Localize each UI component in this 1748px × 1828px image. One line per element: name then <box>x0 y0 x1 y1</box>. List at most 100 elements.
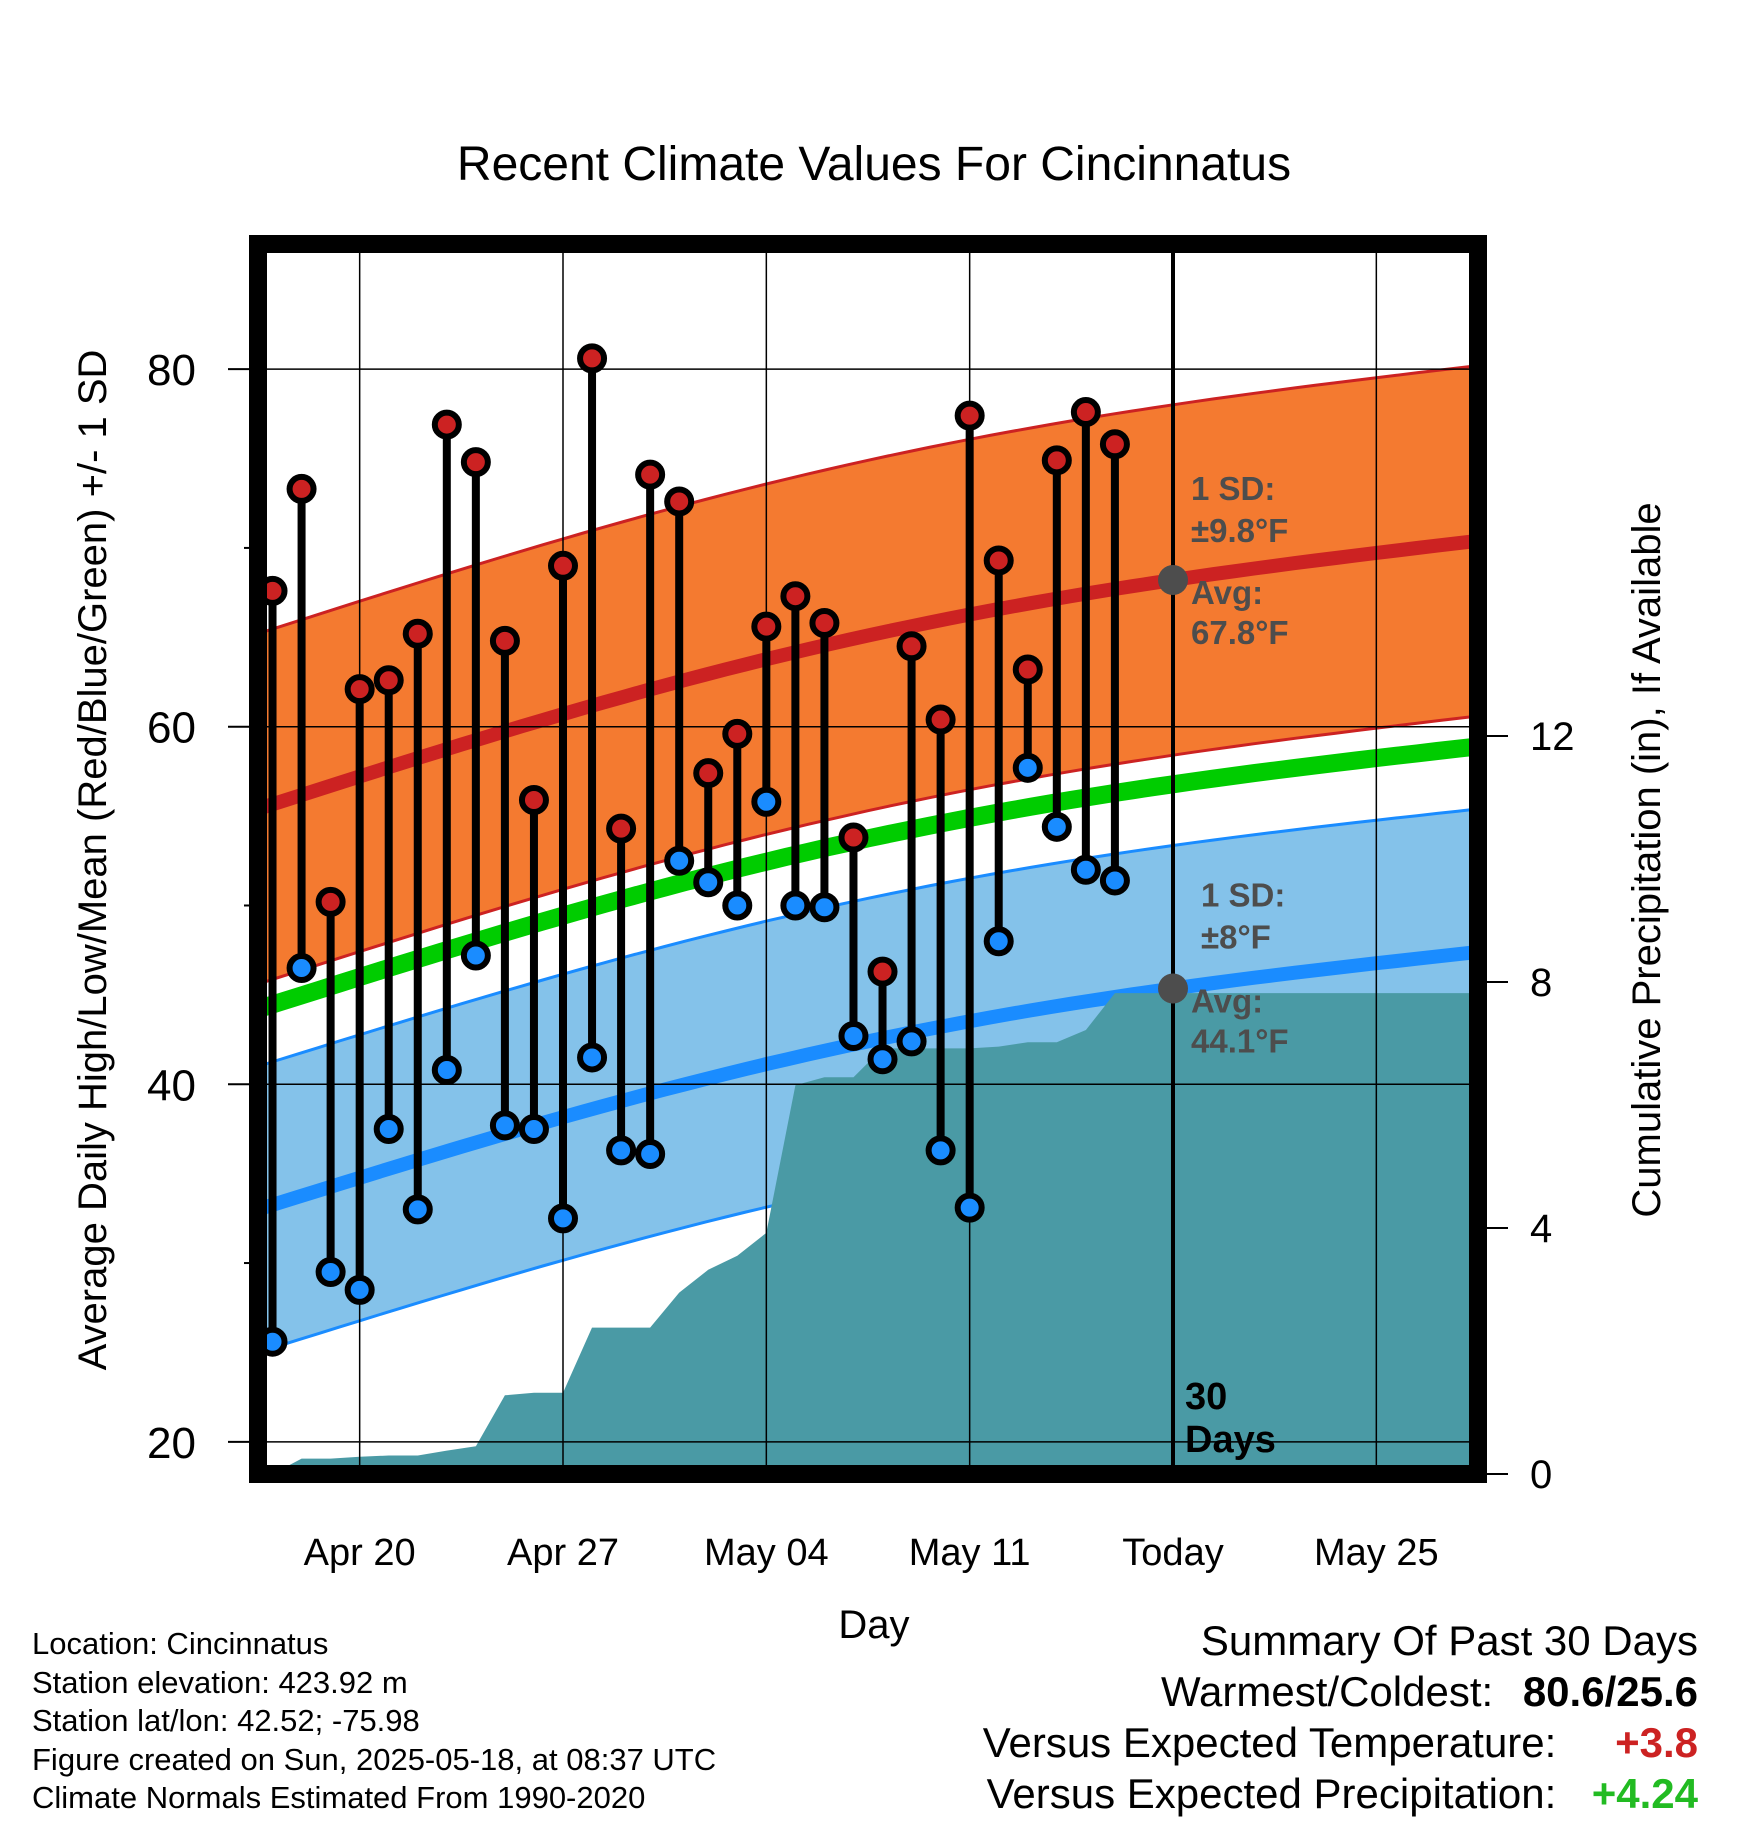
high-point <box>1041 445 1072 476</box>
x-tick-label: May 04 <box>704 1532 829 1574</box>
y2-tick-label: 0 <box>1530 1453 1552 1497</box>
high-point <box>518 785 549 816</box>
y2-tick-label: 4 <box>1530 1207 1552 1251</box>
temp-value: +3.8 <box>1615 1719 1698 1766</box>
x-tick-label: May 11 <box>909 1532 1031 1574</box>
station-elevation: Station elevation: 423.92 m <box>32 1664 408 1700</box>
high-sd-value: ±9.8°F <box>1191 512 1288 549</box>
low-avg-label: Avg: <box>1191 983 1263 1020</box>
x-tick-label: Apr 27 <box>507 1532 619 1574</box>
high-avg-marker <box>1158 565 1188 596</box>
high-point <box>664 486 695 517</box>
low-point <box>344 1274 375 1305</box>
warmest-label: Warmest/Coldest: <box>1160 1668 1494 1715</box>
low-avg-marker <box>1158 973 1188 1004</box>
normals-period: Climate Normals Estimated From 1990-2020 <box>32 1780 646 1815</box>
high-point <box>402 618 433 649</box>
temp-label: Versus Expected Temperature: <box>982 1719 1557 1766</box>
y-tick-label: 40 <box>147 1061 196 1110</box>
low-point <box>315 1256 346 1287</box>
x-tick-label: Today <box>1122 1532 1223 1574</box>
plot-area <box>258 244 1478 1474</box>
figure-created: Figure created on Sun, 2025-05-18, at 08… <box>32 1741 717 1777</box>
high-point <box>1012 654 1043 685</box>
low-normal-line <box>258 945 1478 1217</box>
y-tick-label: 60 <box>147 704 196 753</box>
y2-tick-label: 12 <box>1530 715 1575 759</box>
low-point <box>518 1113 549 1144</box>
high-point <box>867 956 898 987</box>
high-point <box>431 409 462 440</box>
low-point <box>431 1054 462 1085</box>
station-location: Location: Cincinnatus <box>32 1626 329 1661</box>
chart-title: Recent Climate Values For Cincinnatus <box>457 138 1291 191</box>
low-point <box>460 940 491 971</box>
low-point <box>664 845 695 876</box>
station-info: Location: Cincinnatus Station elevation:… <box>32 1625 716 1818</box>
low-point <box>751 786 782 817</box>
high-point <box>344 674 375 705</box>
high-normal-band-upper <box>258 364 1478 636</box>
low-point <box>780 890 811 921</box>
high-normal-band-lower <box>258 714 1478 986</box>
x-axis-label: Day <box>838 1603 909 1647</box>
low-point <box>722 890 753 921</box>
high-point <box>577 343 608 374</box>
summary-precip-row: Versus Expected Precipitation: +4.24 <box>983 1768 1698 1819</box>
summary-warmest-row: Warmest/Coldest: 80.6/25.6 <box>983 1666 1698 1717</box>
high-normal-line <box>258 533 1478 816</box>
y-tick-label: 80 <box>147 346 196 395</box>
y-tick-label: 20 <box>147 1419 196 1468</box>
high-point <box>954 400 985 431</box>
low-point <box>896 1026 927 1057</box>
high-point <box>925 704 956 735</box>
warmest-value: 80.6/25.6 <box>1522 1668 1698 1715</box>
high-point <box>1099 429 1130 460</box>
high-point <box>983 545 1014 576</box>
low-normal-band-upper <box>258 807 1478 1068</box>
low-point <box>693 867 724 898</box>
x-tick-label: Apr 20 <box>304 1532 416 1574</box>
summary-panel: Summary Of Past 30 Days Warmest/Coldest:… <box>983 1615 1698 1819</box>
low-point <box>606 1135 637 1166</box>
precip-value: +4.24 <box>1591 1770 1698 1817</box>
precip-area <box>272 993 1478 1474</box>
low-point <box>286 953 317 984</box>
high-avg-value: 67.8°F <box>1191 614 1289 651</box>
low-point <box>983 926 1014 957</box>
high-point <box>373 665 404 696</box>
low-sd-value: ±8°F <box>1201 919 1271 956</box>
low-sd-label: 1 SD: <box>1201 877 1285 914</box>
high-avg-label: Avg: <box>1191 574 1263 611</box>
low-point <box>1099 865 1130 896</box>
low-point <box>809 892 840 923</box>
high-point <box>286 473 317 504</box>
high-sd-label: 1 SD: <box>1191 470 1275 507</box>
low-point <box>1070 854 1101 885</box>
low-point <box>402 1194 433 1225</box>
days-word-label: Days <box>1185 1419 1276 1461</box>
low-point <box>838 1020 869 1051</box>
x-tick-label: May 25 <box>1314 1532 1439 1574</box>
station-latlon: Station lat/lon: 42.52; -75.98 <box>32 1703 420 1738</box>
low-point <box>548 1203 578 1234</box>
high-point <box>548 550 578 581</box>
high-point <box>780 581 811 612</box>
y2-tick-label: 8 <box>1530 961 1552 1005</box>
high-point <box>809 608 840 639</box>
high-point <box>1070 397 1101 428</box>
high-point <box>693 758 724 789</box>
high-point <box>460 447 491 478</box>
low-point <box>1012 752 1043 783</box>
low-point <box>925 1135 956 1166</box>
high-point <box>751 611 782 642</box>
low-avg-value: 44.1°F <box>1191 1023 1289 1060</box>
low-point <box>1041 811 1072 842</box>
high-point <box>606 813 637 844</box>
low-point <box>577 1042 608 1073</box>
y2-axis-label: Cumulative Precipitation (in), If Availa… <box>1625 502 1669 1217</box>
precip-label: Versus Expected Precipitation: <box>986 1770 1557 1817</box>
high-point <box>315 886 346 917</box>
y-axis-label: Average Daily High/Low/Mean (Red/Blue/Gr… <box>71 350 115 1371</box>
